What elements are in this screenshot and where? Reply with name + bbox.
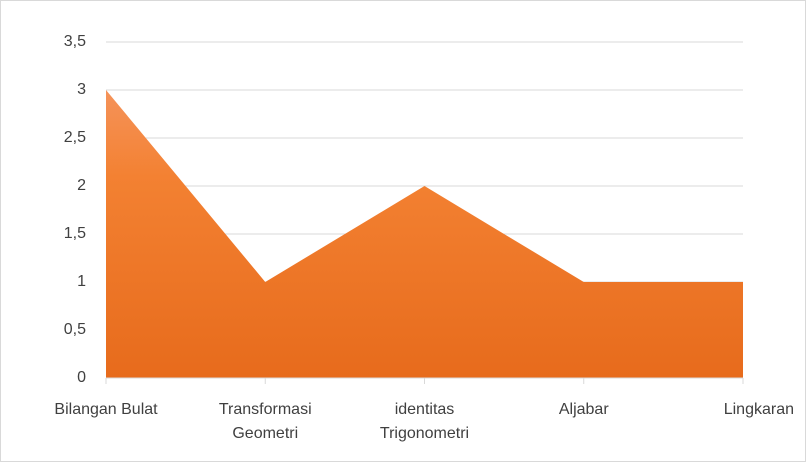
area	[106, 90, 743, 378]
y-tick-label: 0	[77, 369, 86, 386]
y-tick-label: 3	[77, 81, 86, 98]
x-tick-label: identitas Trigonometri	[379, 401, 470, 442]
y-tick-label: 2,5	[64, 129, 86, 146]
y-tick-label: 0,5	[64, 321, 86, 338]
x-tick-label: Bilangan Bulat	[54, 401, 158, 418]
y-tick-label: 1	[77, 273, 86, 290]
x-tick-label: Transformasi Geometri	[218, 401, 312, 442]
x-tick-label: Aljabar	[558, 401, 609, 418]
y-tick-label: 1,5	[64, 225, 86, 242]
y-tick-label: 3,5	[64, 33, 86, 50]
y-tick-label: 2	[77, 177, 86, 194]
x-tick-label: Lingkaran	[723, 401, 794, 418]
